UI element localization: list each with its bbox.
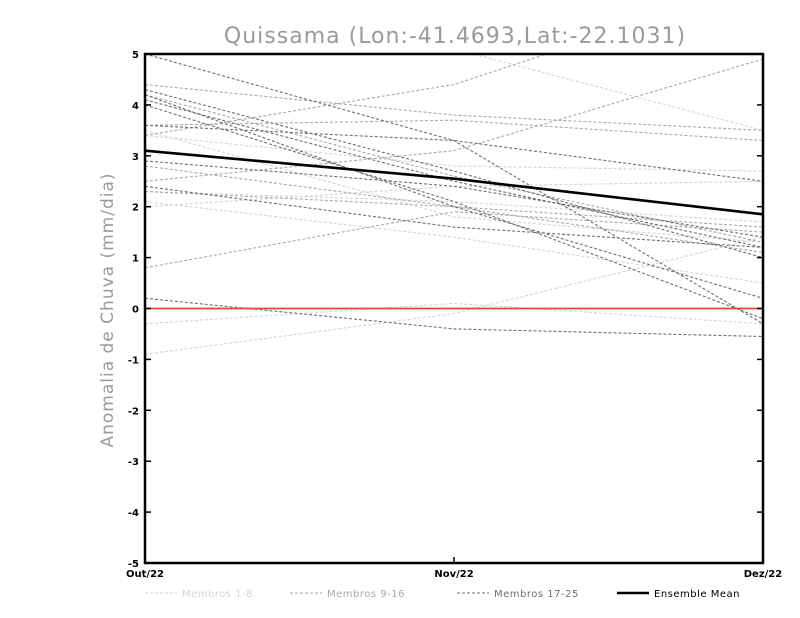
member-line-g3-9 xyxy=(145,124,763,182)
y-tick-label: -2 xyxy=(128,406,139,417)
member-line-g3-7 xyxy=(145,104,763,320)
legend-label: Membros 1-8 xyxy=(182,589,253,600)
x-tick-label: Nov/22 xyxy=(434,569,473,580)
member-line-g2-8 xyxy=(145,119,763,142)
member-line-g1-3 xyxy=(145,134,763,172)
member-line-g2-5 xyxy=(145,211,763,269)
member-line-g3-4 xyxy=(145,297,763,338)
member-line-g1-4 xyxy=(145,302,763,325)
y-tick-label: -4 xyxy=(128,508,139,519)
y-tick-label: 4 xyxy=(132,101,139,112)
member-line-g1-8 xyxy=(145,190,763,223)
member-line-g3-2 xyxy=(145,89,763,259)
y-tick-label: 0 xyxy=(132,305,139,316)
legend-label: Membros 9-16 xyxy=(327,589,405,600)
member-line-g1-6 xyxy=(145,180,763,208)
y-tick-label: -1 xyxy=(128,355,139,366)
y-tick-label: -5 xyxy=(128,559,139,570)
legend: Membros 1-8 Membros 9-16 Membros 17-25 Ense… xyxy=(145,589,740,600)
y-tick-label: 1 xyxy=(132,254,139,265)
y-axis-label: Anomalia de Chuva (mm/dia) xyxy=(98,172,118,447)
legend-label: Ensemble Mean xyxy=(654,589,740,600)
member-line-g2-1 xyxy=(145,94,763,243)
member-line-g2-4 xyxy=(145,165,763,254)
y-tick-label: -3 xyxy=(128,457,139,468)
member-line-g2-7 xyxy=(145,83,763,131)
y-axis-ticks: -5 -4 -3 -2 -1 0 1 2 3 4 5 xyxy=(128,50,763,570)
member-line-g3-8 xyxy=(145,185,763,248)
member-line-g3-3 xyxy=(145,99,763,248)
legend-label: Membros 17-25 xyxy=(494,589,579,600)
member-line-g2-6 xyxy=(145,190,763,228)
member-line-g1-1 xyxy=(145,201,763,284)
member-line-g2-3 xyxy=(145,58,763,182)
y-tick-label: 5 xyxy=(132,50,139,61)
member-line-g3-5 xyxy=(145,160,763,238)
x-tick-label: Out/22 xyxy=(126,569,164,580)
member-line-g1-5 xyxy=(471,54,763,131)
member-line-g3-1 xyxy=(145,54,763,325)
ensemble-mean-line xyxy=(145,149,763,216)
y-tick-label: 2 xyxy=(132,203,139,214)
y-tick-label: 3 xyxy=(132,152,139,163)
plot-lines xyxy=(145,54,763,355)
member-line-g1-2 xyxy=(145,236,763,355)
x-tick-label: Dez/22 xyxy=(744,569,783,580)
x-axis-ticks: Out/22 Nov/22 Dez/22 xyxy=(126,557,782,580)
chart-title: Quissama (Lon:-41.4693,Lat:-22.1031) xyxy=(224,24,686,49)
